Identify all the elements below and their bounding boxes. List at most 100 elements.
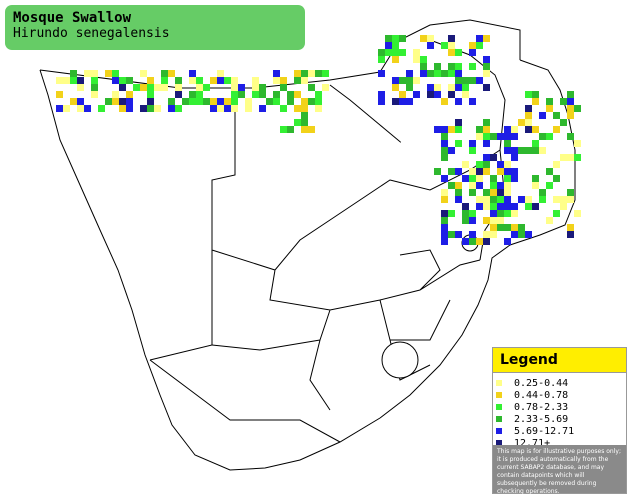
record-cell <box>301 98 308 105</box>
record-cell <box>546 133 553 140</box>
record-cell <box>504 140 511 147</box>
record-cell <box>91 91 98 98</box>
legend: Legend 0.25-0.44 0.44-0.78 0.78-2.33 2.33-5… <box>492 347 627 495</box>
record-cell <box>469 210 476 217</box>
record-cell <box>525 126 532 133</box>
record-cell <box>511 133 518 140</box>
record-cell <box>448 91 455 98</box>
record-cell <box>497 133 504 140</box>
record-cell <box>469 182 476 189</box>
record-cell <box>63 77 70 84</box>
record-cell <box>238 84 245 91</box>
record-cell <box>147 105 154 112</box>
record-cell <box>483 217 490 224</box>
record-cell <box>497 196 504 203</box>
record-cell <box>154 105 161 112</box>
record-cell <box>126 91 133 98</box>
record-cell <box>427 91 434 98</box>
record-cell <box>308 126 315 133</box>
record-cell <box>504 238 511 245</box>
record-cell <box>518 119 525 126</box>
record-cell <box>525 231 532 238</box>
record-cell <box>441 140 448 147</box>
record-cell <box>483 196 490 203</box>
record-cell <box>525 105 532 112</box>
record-cell <box>518 147 525 154</box>
legend-label: 0.25-0.44 <box>514 377 569 389</box>
record-cell <box>378 56 385 63</box>
legend-swatch <box>496 440 502 446</box>
record-cell <box>455 126 462 133</box>
record-cell <box>210 98 217 105</box>
record-cell <box>392 35 399 42</box>
record-cell <box>434 91 441 98</box>
record-cell <box>252 77 259 84</box>
record-cell <box>448 35 455 42</box>
record-cell <box>455 70 462 77</box>
record-cell <box>294 119 301 126</box>
record-cell <box>427 35 434 42</box>
record-cell <box>406 84 413 91</box>
legend-item: 12.71+ <box>496 437 626 449</box>
title: Mosque Swallow <box>13 10 132 26</box>
record-cell <box>77 98 84 105</box>
record-cell <box>476 175 483 182</box>
record-cell <box>476 203 483 210</box>
record-cell <box>490 203 497 210</box>
record-cell <box>532 175 539 182</box>
record-cell <box>252 84 259 91</box>
record-cell <box>504 175 511 182</box>
record-cell <box>392 42 399 49</box>
record-cell <box>483 63 490 70</box>
record-cell <box>308 84 315 91</box>
record-cell <box>315 70 322 77</box>
record-cell <box>434 126 441 133</box>
record-cell <box>504 196 511 203</box>
lesotho <box>381 341 419 379</box>
record-cell <box>189 98 196 105</box>
record-cell <box>448 63 455 70</box>
legend-item: 0.25-0.44 <box>496 377 626 389</box>
record-cell <box>448 70 455 77</box>
legend-label: 0.44-0.78 <box>514 389 569 401</box>
record-cell <box>469 189 476 196</box>
legend-swatch <box>496 416 502 422</box>
record-cell <box>483 189 490 196</box>
record-cell <box>441 154 448 161</box>
record-cell <box>469 238 476 245</box>
record-cell <box>483 126 490 133</box>
record-cell <box>469 98 476 105</box>
title-box: Mosque Swallow Hirundo senegalensis <box>5 5 305 50</box>
record-cell <box>469 147 476 154</box>
record-cell <box>462 238 469 245</box>
record-cell <box>434 70 441 77</box>
record-cell <box>77 105 84 112</box>
record-cell <box>497 224 504 231</box>
record-cell <box>413 56 420 63</box>
record-cell <box>399 35 406 42</box>
record-cell <box>469 49 476 56</box>
record-cell <box>483 168 490 175</box>
legend-title: Legend <box>493 348 626 373</box>
record-cell <box>560 196 567 203</box>
record-cell <box>483 119 490 126</box>
record-cell <box>182 98 189 105</box>
record-cell <box>252 91 259 98</box>
record-cell <box>112 77 119 84</box>
record-cell <box>280 84 287 91</box>
record-cell <box>546 217 553 224</box>
record-cell <box>574 210 581 217</box>
record-cell <box>224 105 231 112</box>
legend-swatch <box>496 380 502 386</box>
record-cell <box>273 70 280 77</box>
record-cell <box>259 91 266 98</box>
record-cell <box>287 91 294 98</box>
record-cell <box>518 196 525 203</box>
record-cell <box>455 231 462 238</box>
record-cell <box>259 84 266 91</box>
record-cell <box>441 217 448 224</box>
record-cell <box>392 84 399 91</box>
record-cell <box>462 203 469 210</box>
record-cell <box>483 161 490 168</box>
record-cell <box>511 224 518 231</box>
